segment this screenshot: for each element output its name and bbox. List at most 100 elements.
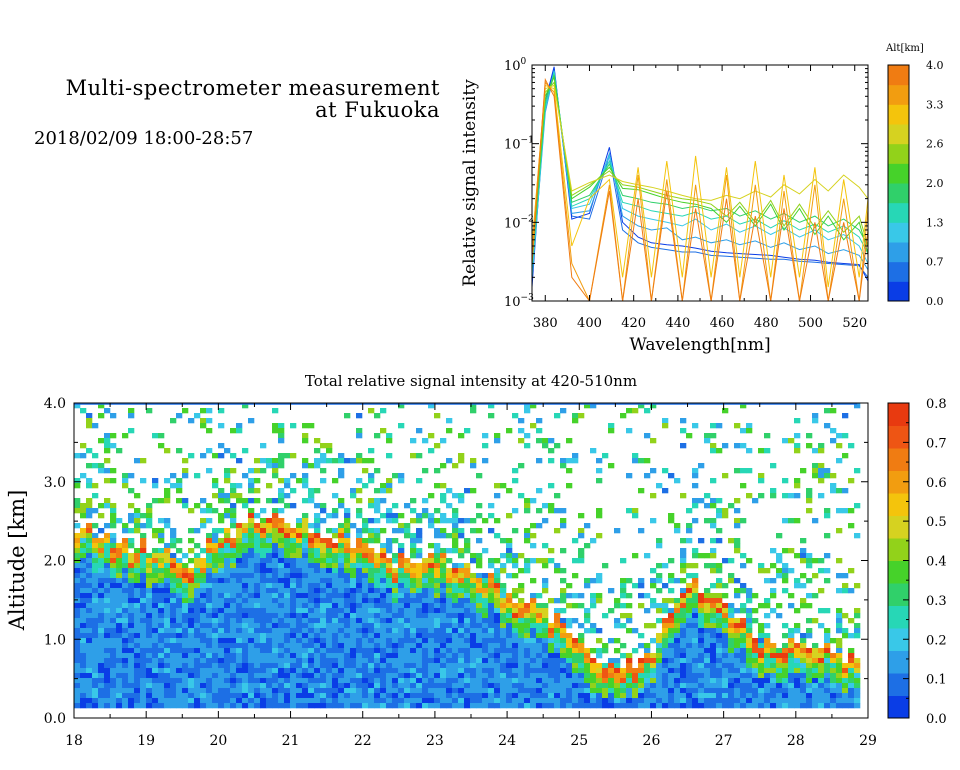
heatmap-cell-1070 — [230, 573, 237, 579]
heatmap-cell-3890 — [728, 623, 735, 629]
heatmap-cell-1140 — [242, 403, 249, 409]
heatmap-cell-1690 — [314, 613, 321, 619]
heatmap-cell-1356 — [272, 423, 279, 429]
heatmap-cell-816 — [194, 583, 201, 589]
heatmap-cell-2737 — [476, 513, 483, 519]
heatmap-cell-4112 — [782, 578, 789, 584]
heatmap-cell-4297 — [824, 668, 831, 674]
heatmap-cell-1487 — [284, 668, 291, 674]
heatmap-cell-588 — [158, 558, 165, 564]
heatmap-cell-1476 — [284, 613, 291, 619]
heatmap-cell-2501 — [434, 678, 441, 684]
heatmap-cell-3684 — [686, 703, 693, 709]
heatmap-cell-143 — [92, 543, 99, 549]
heatmap-cell-656 — [164, 698, 171, 704]
heatmap-cell-679 — [170, 623, 177, 629]
heatmap-cell-1501 — [290, 533, 297, 539]
heatmap-cell-1007 — [218, 703, 225, 709]
heatmap-cell-520 — [146, 603, 153, 609]
heatmap-cell-1874 — [344, 458, 351, 464]
heatmap-cell-1511 — [290, 583, 297, 589]
heatmap-cell-1115 — [236, 583, 243, 589]
heatmap-cell-2988 — [518, 668, 525, 674]
heatmap-cell-1561 — [296, 638, 303, 644]
heatmap-cell-3103 — [542, 613, 549, 619]
heatmap-cell-2089 — [374, 533, 381, 539]
heatmap-cell-808 — [194, 528, 201, 534]
heatmap-cell-914 — [206, 663, 213, 669]
heatmap-cell-1793 — [332, 508, 339, 514]
heatmap-cell-1286 — [260, 573, 267, 579]
heatmap-cell-654 — [164, 688, 171, 694]
heatmap-cell-1144 — [242, 503, 249, 509]
heatmap-cell-407 — [128, 613, 135, 619]
heatmap-cell-4131 — [788, 518, 795, 524]
heatmap-cell-2963 — [512, 698, 519, 704]
heatmap-cell-1029 — [224, 593, 231, 599]
heatmap-cell-699 — [176, 483, 183, 489]
intensity-colorbar-swatch — [888, 560, 909, 584]
heatmap-cell-3110 — [542, 648, 549, 654]
heatmap-cell-977 — [218, 553, 225, 559]
heatmap-cell-3659 — [686, 573, 693, 579]
heatmap-cell-1298 — [260, 633, 267, 639]
heatmap-cell-1351 — [266, 688, 273, 694]
heatmap-cell-549 — [152, 558, 159, 564]
heatmap-cell-1815 — [332, 633, 339, 639]
heatmap-cell-2380 — [416, 648, 423, 654]
heatmap-cell-1765 — [326, 583, 333, 589]
heatmap-cell-2259 — [398, 603, 405, 609]
heatmap-cell-3120 — [542, 698, 549, 704]
heatmap-cell-63 — [80, 593, 87, 599]
heatmap-cell-3650 — [680, 693, 687, 699]
heatmap-cell-66 — [80, 608, 87, 614]
heatmap-cell-1089 — [230, 668, 237, 674]
heatmap-cell-876 — [200, 688, 207, 694]
heatmap-cell-2479 — [434, 568, 441, 574]
heatmap-cell-4301 — [824, 688, 831, 694]
heatmap-cell-2957 — [512, 668, 519, 674]
heatmap-cell-805 — [194, 413, 201, 419]
heatmap-cell-3652 — [680, 703, 687, 709]
heatmap-cell-3065 — [536, 488, 543, 494]
heatmap-cell-1241 — [254, 558, 261, 564]
heatmap-cell-1544 — [296, 553, 303, 559]
heatmap-cell-1950 — [350, 703, 357, 709]
heatmap-cell-278 — [110, 553, 117, 559]
heatmap-cell-2226 — [392, 638, 399, 644]
heatmap-cell-752 — [182, 618, 189, 624]
heatmap-cell-3482 — [644, 673, 651, 679]
heatmap-cell-1617 — [302, 678, 309, 684]
spectrum-series-line-1 — [532, 66, 868, 288]
heatmap-cell-2275 — [398, 683, 405, 689]
heatmap-cell-824 — [194, 623, 201, 629]
heatmap-cell-2872 — [500, 538, 507, 544]
heatmap-cell-2670 — [464, 563, 471, 569]
heatmap-cell-1704 — [314, 683, 321, 689]
heatmap-cell-152 — [92, 588, 99, 594]
heatmap-cell-2042 — [368, 498, 375, 504]
heatmap-cell-2589 — [452, 518, 459, 524]
heatmap-cell-2517 — [440, 553, 447, 559]
heatmap-cell-1803 — [332, 573, 339, 579]
heatmap-cell-2519 — [440, 563, 447, 569]
heatmap-cell-2789 — [482, 643, 489, 649]
heatmap-cell-2623 — [452, 698, 459, 704]
heatmap-cell-1481 — [284, 638, 291, 644]
heatmap-cell-2772 — [482, 458, 489, 464]
heatmap-cell-3653 — [686, 433, 693, 439]
heatmap-cell-1908 — [344, 673, 351, 679]
heatmap-cell-1821 — [332, 663, 339, 669]
heatmap-cell-2137 — [380, 583, 387, 589]
heatmap-cell-3479 — [644, 658, 651, 664]
heatmap-cell-1848 — [338, 583, 345, 589]
heatmap-cell-897 — [206, 578, 213, 584]
heatmap-cell-1597 — [302, 578, 309, 584]
heatmap-cell-1163 — [242, 613, 249, 619]
heatmap-cell-1976 — [356, 603, 363, 609]
heatmap-cell-3914 — [734, 538, 741, 544]
heatmap-cell-672 — [170, 588, 177, 594]
heatmap-cell-4192 — [800, 653, 807, 659]
heatmap-cell-2841 — [494, 533, 501, 539]
heatmap-cell-356 — [122, 568, 129, 574]
